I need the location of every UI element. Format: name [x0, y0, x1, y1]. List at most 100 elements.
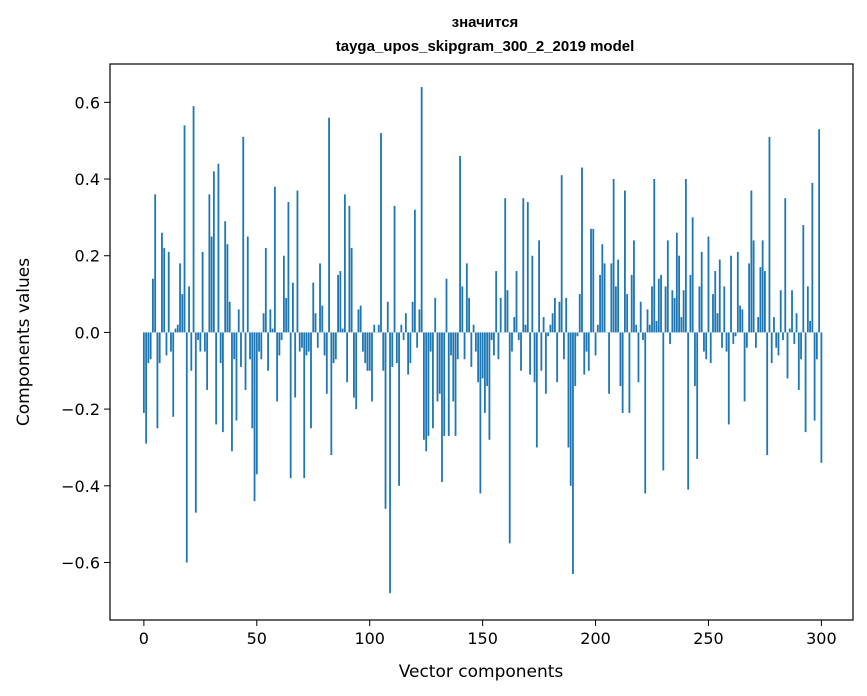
bar-194 — [581, 167, 583, 333]
bar-244 — [694, 332, 696, 387]
bar-265 — [741, 309, 744, 333]
bar-101 — [371, 332, 373, 402]
bar-251 — [709, 332, 712, 364]
bar-172 — [531, 255, 534, 333]
bar-54 — [264, 248, 267, 333]
bar-188 — [567, 332, 570, 448]
bar-272 — [757, 317, 760, 333]
bar-195 — [583, 332, 586, 375]
bar-153 — [488, 332, 491, 440]
bar-3 — [149, 332, 152, 360]
bar-123 — [420, 87, 423, 333]
bar-6 — [156, 332, 159, 429]
bar-141 — [461, 286, 464, 333]
bars-group — [142, 87, 823, 594]
bar-37 — [226, 244, 229, 333]
bar-112 — [395, 332, 398, 364]
bar-46 — [246, 236, 249, 333]
bar-226 — [653, 179, 656, 333]
bar-191 — [574, 332, 577, 387]
bar-87 — [339, 271, 342, 333]
bar-19 — [185, 332, 188, 563]
bar-149 — [479, 332, 482, 494]
bar-246 — [698, 286, 701, 333]
bar-220 — [639, 301, 642, 333]
bar-144 — [468, 297, 470, 333]
bar-248 — [703, 332, 705, 352]
bar-5 — [154, 194, 157, 333]
y-tick-label: 0.0 — [75, 323, 100, 342]
bar-122 — [418, 309, 421, 333]
bar-189 — [569, 332, 572, 486]
bar-225 — [651, 286, 653, 333]
bar-241 — [687, 332, 690, 490]
bar-81 — [325, 332, 328, 394]
bar-120 — [413, 209, 416, 333]
bar-231 — [664, 286, 667, 333]
bar-71 — [303, 332, 306, 479]
x-axis-ticks: 0 50 100 150 200 250 300 — [139, 620, 837, 648]
y-tick-label: 0.2 — [75, 247, 100, 266]
bar-53 — [262, 313, 265, 333]
bar-48 — [251, 332, 254, 429]
bar-115 — [402, 332, 405, 341]
bar-161 — [506, 290, 509, 333]
bar-133 — [443, 332, 446, 436]
bar-243 — [691, 217, 694, 333]
bar-111 — [393, 205, 396, 333]
bar-263 — [736, 251, 739, 333]
bar-151 — [483, 332, 486, 413]
bar-51 — [258, 332, 260, 352]
bar-174 — [535, 332, 538, 448]
bar-275 — [764, 271, 766, 333]
bar-62 — [282, 255, 285, 333]
bar-77 — [316, 332, 319, 348]
bar-74 — [310, 332, 312, 429]
bar-250 — [707, 236, 710, 333]
bar-135 — [447, 332, 450, 436]
bar-289 — [795, 313, 798, 333]
bar-150 — [481, 332, 484, 379]
bar-292 — [802, 225, 805, 333]
bar-176 — [540, 332, 543, 371]
bar-83 — [330, 332, 333, 456]
bar-80 — [323, 332, 326, 356]
bar-17 — [181, 294, 184, 333]
bar-238 — [680, 317, 683, 333]
bar-190 — [572, 332, 574, 574]
bar-200 — [594, 332, 597, 356]
bar-118 — [409, 332, 412, 364]
bar-21 — [190, 332, 193, 371]
bar-109 — [389, 332, 391, 594]
bar-207 — [610, 263, 613, 333]
bar-224 — [648, 324, 651, 333]
bar-268 — [748, 263, 751, 333]
bar-105 — [380, 133, 382, 333]
bar-86 — [337, 274, 339, 333]
bar-60 — [278, 332, 281, 356]
bar-124 — [423, 332, 425, 440]
bar-193 — [578, 294, 581, 333]
bar-256 — [721, 332, 723, 348]
bar-43 — [240, 332, 242, 367]
chart-subtitle: tayga_upos_skipgram_300_2_2019 model — [336, 38, 635, 55]
bar-254 — [716, 313, 719, 333]
bar-134 — [445, 278, 448, 333]
bar-15 — [176, 324, 179, 333]
bar-223 — [646, 309, 649, 333]
bar-140 — [459, 156, 461, 333]
bar-178 — [544, 332, 547, 394]
bar-58 — [273, 186, 276, 333]
bar-183 — [556, 332, 559, 383]
x-tick-label: 150 — [467, 629, 498, 648]
bar-186 — [563, 332, 565, 360]
bar-210 — [617, 259, 620, 333]
bar-76 — [314, 313, 317, 333]
bar-34 — [219, 332, 222, 364]
bar-197 — [587, 332, 590, 371]
plot-frame — [109, 63, 854, 621]
bar-2 — [147, 332, 150, 364]
bar-38 — [228, 301, 231, 333]
bar-273 — [759, 267, 762, 333]
bar-91 — [348, 205, 351, 333]
